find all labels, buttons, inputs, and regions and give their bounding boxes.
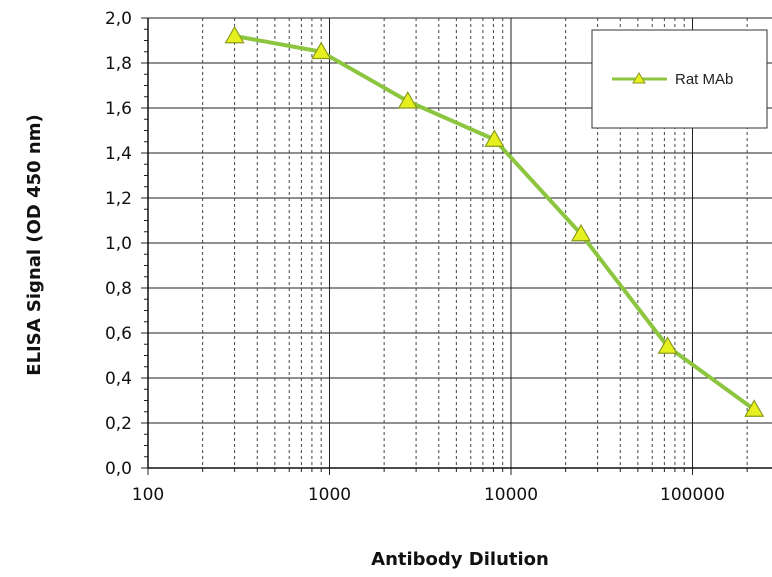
data-point-triangle	[744, 399, 765, 417]
y-tick-label: 1,6	[105, 99, 132, 119]
y-tick-label: 2,0	[105, 9, 132, 29]
data-point-triangle	[570, 223, 592, 242]
data-point-triangle	[311, 41, 332, 60]
x-tick-label: 1000	[308, 485, 351, 505]
data-point-triangle	[484, 129, 505, 147]
y-tick-label: 0,8	[105, 279, 132, 299]
data-point-triangle	[657, 336, 678, 354]
data-point-triangle	[224, 25, 245, 44]
legend-box	[591, 29, 768, 129]
axes	[141, 17, 772, 475]
legend: Rat MAb	[591, 29, 768, 129]
tick-labels: 0,0 0,2 0,4 0,6 0,8 1,0 1,2 1,4 1,6 1,8 2,0 100 1000…	[105, 9, 725, 505]
y-tick-label: 1,8	[105, 54, 132, 74]
grid-lines	[147, 17, 772, 469]
x-tick-label: 10000	[484, 485, 538, 505]
legend-marker-triangle	[632, 72, 646, 84]
legend-label: Rat MAb	[675, 71, 733, 88]
y-tick-label: 0,6	[105, 324, 132, 344]
x-tick-label: 100	[132, 485, 164, 505]
x-tick-label: 100000	[660, 485, 725, 505]
y-tick-label: 0,2	[105, 414, 132, 434]
y-tick-label: 0,4	[105, 369, 132, 389]
y-tick-label: 1,0	[105, 234, 132, 254]
y-tick-label: 0,0	[105, 459, 132, 479]
x-axis-label: Antibody Dilution	[371, 549, 549, 570]
y-axis-label: ELISA Signal (OD 450 nm)	[24, 114, 45, 375]
series-group	[224, 25, 765, 417]
y-tick-label: 1,4	[105, 144, 132, 164]
data-point-triangle	[397, 91, 418, 109]
y-tick-label: 1,2	[105, 189, 132, 209]
